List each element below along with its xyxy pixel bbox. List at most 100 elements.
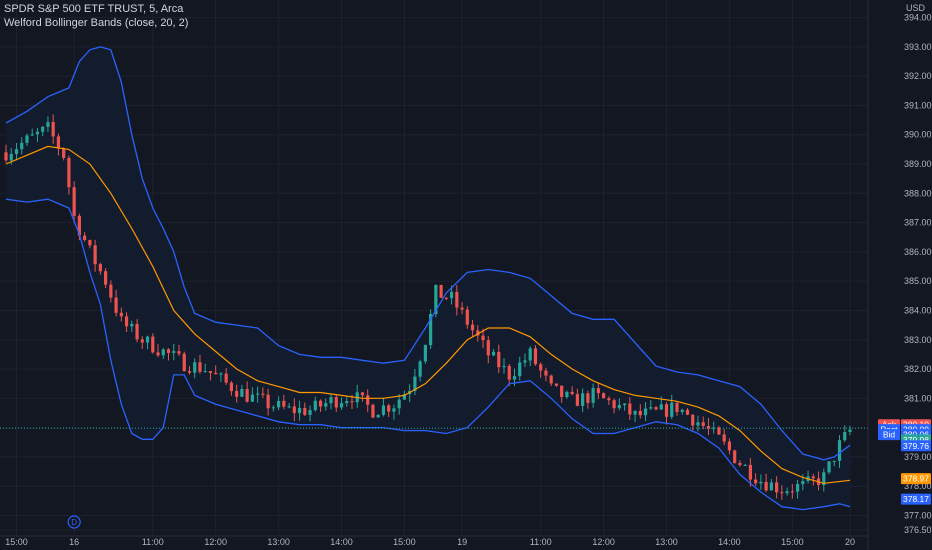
candle — [135, 319, 139, 343]
candle — [727, 438, 732, 455]
candle — [271, 405, 275, 412]
candle — [276, 396, 281, 411]
time-tick-label: 14:00 — [718, 537, 741, 547]
candle — [759, 474, 763, 490]
candle — [193, 358, 197, 379]
candle — [287, 402, 291, 409]
candle — [712, 421, 716, 434]
time-tick-label: 11:00 — [530, 537, 552, 547]
candle — [303, 402, 307, 417]
price-tick-label: 385.00 — [904, 276, 932, 286]
candle — [539, 362, 543, 378]
time-tick-label: 12:00 — [592, 537, 615, 547]
price-tick-label: 391.00 — [904, 100, 932, 110]
bollinger-lower-band — [5, 198, 851, 511]
candle — [156, 344, 160, 358]
candle — [523, 353, 527, 368]
candle — [518, 356, 522, 381]
candle — [664, 402, 669, 425]
price-tick-label: 394.00 — [904, 13, 932, 23]
candle — [371, 403, 375, 419]
candle — [329, 394, 333, 410]
candle — [722, 429, 726, 446]
candle — [795, 479, 800, 499]
candle — [25, 133, 29, 146]
candle — [748, 458, 752, 487]
candle — [20, 137, 24, 155]
candle — [465, 306, 469, 329]
price-tick-label: 378.00 — [904, 481, 932, 491]
candle — [413, 369, 417, 396]
price-tick-label: 381.00 — [904, 393, 932, 403]
price-tick-label: 387.00 — [904, 218, 932, 228]
bollinger-basis-line — [5, 145, 851, 484]
candle — [717, 426, 721, 436]
candle — [93, 239, 97, 272]
candle — [497, 344, 501, 373]
dividend-marker[interactable]: D — [67, 515, 81, 529]
time-tick-label: 15:00 — [781, 537, 804, 547]
candle — [41, 125, 45, 136]
price-tag-value: 378.17 — [903, 494, 929, 504]
candle — [696, 415, 700, 432]
candle — [785, 487, 789, 496]
indicator-title[interactable]: Welford Bollinger Bands (close, 20, 2) — [4, 17, 189, 29]
candle — [177, 344, 181, 356]
candle — [256, 386, 260, 403]
time-tick-label: 13:00 — [267, 537, 290, 547]
candle — [581, 388, 585, 413]
price-tick-label: 386.00 — [904, 247, 932, 257]
candle — [486, 336, 490, 364]
candle — [822, 468, 826, 492]
candle — [182, 351, 186, 372]
candle — [622, 403, 627, 411]
candle — [837, 435, 842, 468]
time-axis[interactable]: 15:00 16 11:00 12:00 13:00 14:00 15:00 19 11:00 1… — [0, 535, 868, 547]
candle — [67, 155, 71, 195]
price-tag-value: 379.76 — [903, 441, 929, 451]
candle — [219, 372, 223, 383]
candle — [98, 262, 102, 275]
candle — [109, 280, 113, 303]
candle — [35, 127, 40, 142]
candle — [481, 328, 485, 349]
candle — [554, 383, 559, 387]
candle — [62, 147, 66, 161]
candle — [617, 398, 621, 411]
candle — [843, 425, 847, 442]
candle — [455, 284, 459, 316]
candle — [764, 473, 768, 493]
price-tick-label: 392.00 — [904, 71, 932, 81]
candle — [145, 335, 150, 350]
candle — [114, 290, 118, 317]
currency-label: USD — [906, 3, 926, 13]
time-tick-label: 11:00 — [142, 537, 164, 547]
candle — [706, 418, 711, 436]
candle — [392, 404, 396, 420]
price-tick-label: 383.00 — [904, 335, 932, 345]
candle — [14, 143, 19, 161]
symbol-title[interactable]: SPDR S&P 500 ETF TRUST, 5, Arca — [4, 3, 184, 15]
price-tick-label: 377.00 — [904, 510, 932, 520]
candle — [313, 396, 317, 412]
price-tick-label: 390.00 — [904, 130, 932, 140]
candle — [30, 128, 34, 136]
candle — [88, 239, 92, 249]
dividend-marker-circle[interactable] — [67, 515, 81, 529]
bollinger-upper-band — [5, 46, 851, 461]
candle — [596, 382, 600, 400]
candle — [229, 380, 234, 396]
candle — [743, 463, 747, 466]
dividend-marker-label: D — [71, 518, 77, 527]
price-tick-label: 376.50 — [904, 525, 932, 535]
bollinger-band-fill — [6, 46, 850, 510]
candle — [214, 365, 218, 375]
candle — [261, 387, 265, 399]
time-tick-label: 14:00 — [330, 537, 353, 547]
candle — [104, 268, 108, 289]
candle — [780, 485, 784, 500]
candle — [769, 478, 773, 491]
candle — [533, 345, 538, 366]
